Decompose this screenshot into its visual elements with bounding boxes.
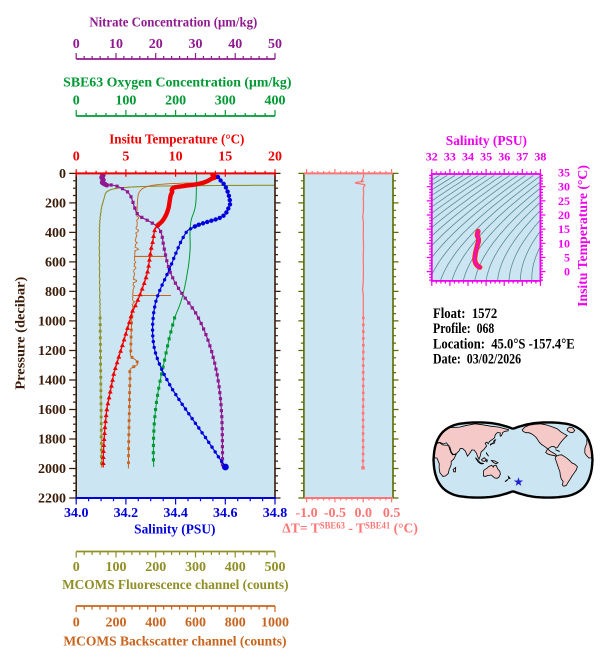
svg-text:Nitrate Concentration (μm/kg): Nitrate Concentration (μm/kg): [89, 14, 257, 30]
svg-text:Profile: 068: Profile: 068: [433, 320, 494, 337]
svg-text:Insitu Temperature (°C): Insitu Temperature (°C): [109, 131, 244, 148]
svg-text:0: 0: [73, 149, 80, 164]
svg-text:600: 600: [45, 256, 66, 271]
svg-text:Pressure (decibar): Pressure (decibar): [13, 276, 29, 389]
svg-text:-1.0: -1.0: [296, 506, 318, 521]
svg-text:10: 10: [558, 236, 570, 250]
svg-text:500: 500: [265, 560, 286, 575]
svg-text:0: 0: [73, 560, 80, 575]
svg-text:0.0: 0.0: [354, 506, 372, 521]
svg-text:35: 35: [480, 150, 492, 164]
svg-text:5: 5: [122, 149, 129, 164]
svg-text:400: 400: [265, 93, 286, 108]
svg-text:0: 0: [73, 93, 80, 108]
svg-text:34: 34: [462, 150, 474, 164]
svg-text:35: 35: [558, 166, 570, 180]
svg-text:2000: 2000: [38, 462, 66, 477]
svg-text:ΔT= TSBE63 - TSBE41 (°C): ΔT= TSBE63 - TSBE41 (°C): [282, 520, 418, 536]
svg-text:1000: 1000: [38, 315, 66, 330]
svg-text:0: 0: [73, 37, 80, 52]
svg-text:33: 33: [444, 150, 456, 164]
svg-text:1400: 1400: [38, 374, 66, 389]
svg-text:Date: 03/02/2026: Date: 03/02/2026: [433, 350, 521, 367]
svg-text:Salinity (PSU): Salinity (PSU): [446, 133, 527, 149]
svg-text:Insitu Temperature (°C): Insitu Temperature (°C): [576, 165, 591, 307]
svg-text:34.0: 34.0: [64, 506, 89, 521]
svg-text:15: 15: [558, 222, 570, 236]
svg-text:Salinity (PSU): Salinity (PSU): [134, 521, 215, 537]
svg-text:400: 400: [45, 226, 66, 241]
svg-text:Float: 1572: Float: 1572: [433, 306, 497, 322]
svg-text:800: 800: [225, 616, 246, 631]
svg-text:2200: 2200: [38, 492, 66, 507]
svg-text:300: 300: [185, 560, 206, 575]
svg-text:0.5: 0.5: [383, 506, 401, 521]
svg-text:30: 30: [189, 37, 203, 52]
svg-text:1000: 1000: [261, 616, 289, 631]
svg-text:600: 600: [185, 616, 206, 631]
svg-text:300: 300: [215, 93, 236, 108]
svg-text:40: 40: [228, 37, 242, 52]
svg-text:37: 37: [516, 150, 528, 164]
svg-text:10: 10: [169, 149, 183, 164]
svg-text:100: 100: [115, 93, 136, 108]
svg-text:0: 0: [59, 167, 66, 182]
svg-text:50: 50: [268, 37, 282, 52]
svg-text:400: 400: [225, 560, 246, 575]
svg-text:34.8: 34.8: [263, 506, 288, 521]
svg-text:30: 30: [558, 180, 570, 194]
svg-text:200: 200: [145, 560, 166, 575]
svg-text:1800: 1800: [38, 433, 66, 448]
svg-text:34.2: 34.2: [114, 506, 139, 521]
svg-text:200: 200: [165, 93, 186, 108]
svg-text:34.6: 34.6: [213, 506, 238, 521]
svg-text:36: 36: [498, 150, 510, 164]
svg-text:MCOMS Fluorescence channel (co: MCOMS Fluorescence channel (counts): [62, 577, 288, 593]
svg-text:MCOMS Backscatter channel (cou: MCOMS Backscatter channel (counts): [63, 633, 286, 649]
svg-text:200: 200: [106, 616, 127, 631]
svg-text:0: 0: [564, 265, 570, 279]
svg-text:200: 200: [45, 197, 66, 212]
svg-text:20: 20: [149, 37, 163, 52]
svg-text:-0.5: -0.5: [324, 506, 346, 521]
svg-text:34.4: 34.4: [163, 506, 188, 521]
svg-text:20: 20: [558, 208, 570, 222]
svg-text:32: 32: [426, 150, 438, 164]
svg-text:38: 38: [534, 150, 546, 164]
svg-text:15: 15: [218, 149, 232, 164]
svg-text:Location: 45.0°S -157.4°E: Location: 45.0°S -157.4°E: [433, 336, 575, 352]
svg-text:400: 400: [145, 616, 166, 631]
svg-text:1600: 1600: [38, 403, 66, 418]
svg-text:800: 800: [45, 285, 66, 300]
svg-text:20: 20: [268, 149, 282, 164]
svg-text:1200: 1200: [38, 344, 66, 359]
svg-text:0: 0: [73, 616, 80, 631]
svg-text:25: 25: [558, 194, 570, 208]
svg-text:SBE63 Oxygen Concentration (μm: SBE63 Oxygen Concentration (μm/kg): [63, 76, 292, 91]
svg-text:5: 5: [564, 251, 570, 265]
svg-text:10: 10: [109, 37, 123, 52]
svg-text:100: 100: [106, 560, 127, 575]
